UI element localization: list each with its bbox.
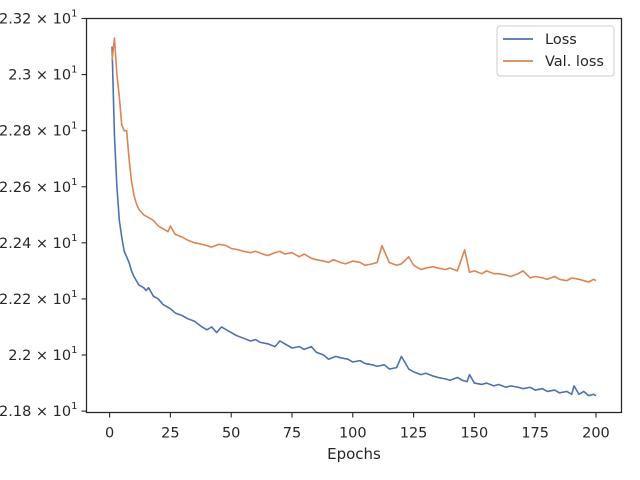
y-axis: 2.18 × 101 2.2 × 101 2.22 × 101 2.24 × 101 2… [0, 9, 87, 420]
legend: Loss Val. loss [496, 25, 615, 77]
y-tick-label: 2.22 × 101 [0, 289, 78, 308]
x-tick-label: 25 [161, 426, 179, 442]
legend-label-val-loss: Val. loss [545, 54, 604, 70]
y-tick-label: 2.24 × 101 [0, 233, 78, 252]
x-tick-label: 50 [222, 426, 240, 442]
x-tick-label: 75 [283, 426, 301, 442]
x-axis-title: Epochs [327, 445, 381, 463]
legend-label-loss: Loss [545, 32, 577, 48]
x-axis: 0 25 50 75 100 125 150 175 200 [105, 412, 610, 442]
x-tick-label: 100 [339, 426, 367, 442]
x-tick-label: 0 [105, 426, 114, 442]
y-tick-label: 2.2 × 101 [8, 345, 77, 364]
series-line-val-loss [111, 37, 597, 283]
y-tick-label: 2.3 × 101 [8, 65, 77, 84]
y-tick-label: 2.32 × 101 [0, 9, 78, 28]
y-tick-label: 2.28 × 101 [0, 121, 78, 140]
series-layer [111, 37, 597, 397]
plot-frame [85, 17, 623, 414]
series-line-loss [111, 46, 597, 397]
x-tick-label: 150 [461, 426, 489, 442]
y-tick-label: 2.18 × 101 [0, 401, 78, 420]
x-tick-label: 125 [400, 426, 428, 442]
x-tick-label: 175 [521, 426, 549, 442]
x-tick-label: 200 [582, 426, 610, 442]
y-tick-label: 2.26 × 101 [0, 177, 78, 196]
